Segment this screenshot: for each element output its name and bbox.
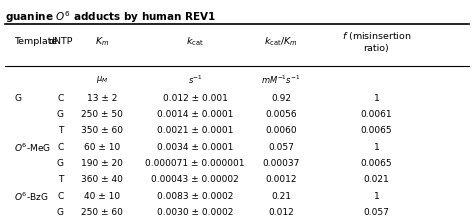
Text: 0.012 ± 0.001: 0.012 ± 0.001 <box>163 94 228 104</box>
Text: 0.012: 0.012 <box>268 208 294 217</box>
Text: 1: 1 <box>374 192 379 201</box>
Text: $O^6$-MeG: $O^6$-MeG <box>14 142 51 154</box>
Text: 0.0083 ± 0.0002: 0.0083 ± 0.0002 <box>157 192 233 201</box>
Text: T: T <box>58 175 63 184</box>
Text: 0.0030 ± 0.0002: 0.0030 ± 0.0002 <box>157 208 233 217</box>
Text: T: T <box>58 126 63 135</box>
Text: 0.21: 0.21 <box>271 192 291 201</box>
Text: guanine $O^6$ adducts by human REV1: guanine $O^6$ adducts by human REV1 <box>5 10 216 25</box>
Text: dNTP: dNTP <box>48 37 73 46</box>
Text: G: G <box>57 208 64 217</box>
Text: 0.021: 0.021 <box>364 175 389 184</box>
Text: C: C <box>57 192 64 201</box>
Text: C: C <box>57 143 64 152</box>
Text: 1: 1 <box>374 143 379 152</box>
Text: $\mathit{k}_{\mathrm{cat}}$: $\mathit{k}_{\mathrm{cat}}$ <box>186 35 204 48</box>
Text: 0.00043 ± 0.00002: 0.00043 ± 0.00002 <box>151 175 239 184</box>
Text: $\mathit{\mu}_{M}$: $\mathit{\mu}_{M}$ <box>96 74 109 85</box>
Text: 40 ± 10: 40 ± 10 <box>84 192 120 201</box>
Text: 0.057: 0.057 <box>268 143 294 152</box>
Text: 0.0065: 0.0065 <box>361 159 392 168</box>
Text: 0.0021 ± 0.0001: 0.0021 ± 0.0001 <box>157 126 233 135</box>
Text: 0.0061: 0.0061 <box>361 110 392 119</box>
Text: $\mathit{s}^{-1}$: $\mathit{s}^{-1}$ <box>188 74 202 86</box>
Text: 190 ± 20: 190 ± 20 <box>82 159 123 168</box>
Text: G: G <box>57 110 64 119</box>
Text: $\mathit{k}_{\mathrm{cat}}/\mathit{K}_{m}$: $\mathit{k}_{\mathrm{cat}}/\mathit{K}_{m… <box>264 35 298 48</box>
Text: 0.057: 0.057 <box>364 208 389 217</box>
Text: 0.0060: 0.0060 <box>265 126 297 135</box>
Text: C: C <box>57 94 64 104</box>
Text: 0.000071 ± 0.000001: 0.000071 ± 0.000001 <box>146 159 245 168</box>
Text: 0.92: 0.92 <box>271 94 291 104</box>
Text: 350 ± 60: 350 ± 60 <box>81 126 123 135</box>
Text: 0.0034 ± 0.0001: 0.0034 ± 0.0001 <box>157 143 233 152</box>
Text: G: G <box>14 94 21 104</box>
Text: G: G <box>57 159 64 168</box>
Text: $\mathit{K}_{m}$: $\mathit{K}_{m}$ <box>95 35 109 48</box>
Text: 0.00037: 0.00037 <box>263 159 300 168</box>
Text: 60 ± 10: 60 ± 10 <box>84 143 120 152</box>
Text: 0.0056: 0.0056 <box>265 110 297 119</box>
Text: $\mathit{m}\mathit{M}^{-1}\mathit{s}^{-1}$: $\mathit{m}\mathit{M}^{-1}\mathit{s}^{-1… <box>261 74 301 86</box>
Text: Template: Template <box>14 37 57 46</box>
Text: 0.0012: 0.0012 <box>265 175 297 184</box>
Text: $O^6$-BzG: $O^6$-BzG <box>14 191 48 203</box>
Text: 0.0014 ± 0.0001: 0.0014 ± 0.0001 <box>157 110 233 119</box>
Text: 250 ± 60: 250 ± 60 <box>82 208 123 217</box>
Text: 360 ± 40: 360 ± 40 <box>82 175 123 184</box>
Text: 250 ± 50: 250 ± 50 <box>82 110 123 119</box>
Text: 13 ± 2: 13 ± 2 <box>87 94 118 104</box>
Text: $f$ (misinsertion
ratio): $f$ (misinsertion ratio) <box>341 30 411 53</box>
Text: 1: 1 <box>374 94 379 104</box>
Text: 0.0065: 0.0065 <box>361 126 392 135</box>
